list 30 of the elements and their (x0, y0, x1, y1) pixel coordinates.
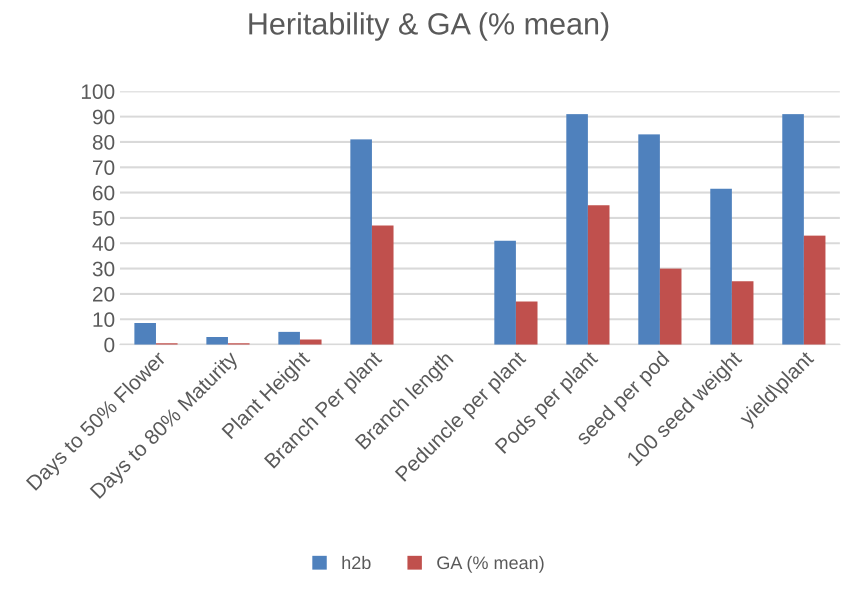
y-tick-label: 30 (92, 262, 114, 276)
bar (278, 332, 300, 345)
bar (300, 340, 322, 345)
bar (710, 188, 732, 345)
y-tick-label: 50 (92, 210, 114, 226)
bar (516, 302, 538, 345)
bar (804, 236, 826, 345)
y-tick-label: 70 (93, 160, 114, 176)
bar (566, 114, 588, 345)
bar (494, 240, 516, 345)
bar (134, 323, 156, 345)
y-tick-label: 80 (92, 134, 114, 150)
bar (782, 114, 804, 345)
bar (588, 205, 610, 345)
chart-title: Heritability & GA (% mean) (249, 12, 608, 41)
y-tick-label: 90 (92, 110, 114, 124)
y-tick-label: 0 (104, 338, 114, 352)
bar (372, 226, 394, 345)
bar (350, 139, 372, 345)
y-tick-label: 40 (92, 236, 114, 252)
bar (732, 281, 754, 345)
bar (206, 336, 228, 345)
y-tick-label: 20 (92, 286, 114, 302)
bar (638, 134, 660, 345)
legend-label: GA (% mean) (437, 556, 544, 573)
y-tick-label: 10 (94, 312, 114, 327)
y-tick-label: 100 (82, 84, 114, 100)
legend-label: h2b (342, 556, 371, 570)
bar (660, 268, 682, 345)
y-tick-label: 60 (93, 186, 114, 200)
